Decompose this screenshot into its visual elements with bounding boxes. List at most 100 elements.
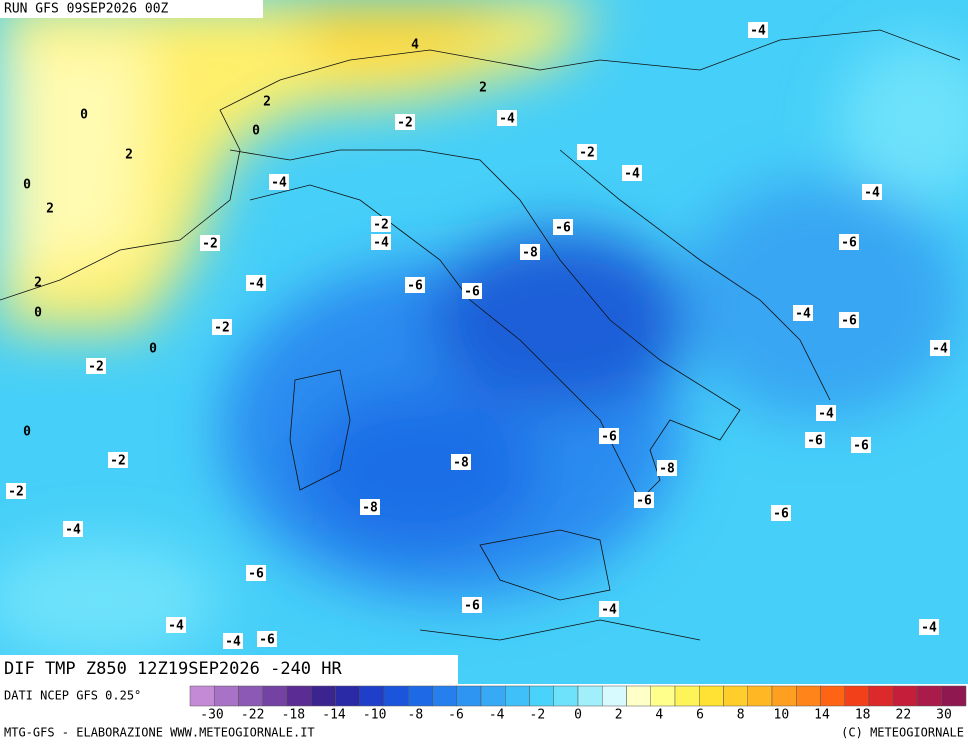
colorbar-tick-label: 0: [574, 708, 582, 723]
label-text: -2: [397, 116, 413, 131]
label-box: [839, 234, 859, 250]
label-box: [269, 174, 289, 190]
label-text: -6: [853, 439, 869, 454]
contour-label: 2: [46, 202, 54, 217]
colorbar-swatch: [408, 685, 433, 707]
label-text: -6: [841, 236, 857, 251]
label-box: [622, 165, 642, 181]
label-text: -8: [522, 246, 538, 261]
colorbar-swatch: [699, 685, 724, 707]
label-box: [462, 597, 482, 613]
label-box: [771, 505, 791, 521]
label-text: -4: [225, 635, 241, 650]
label-box: [257, 631, 277, 647]
label-text: -4: [932, 342, 948, 357]
colorbar-swatch: [214, 685, 239, 707]
colorbar-tick-label: 14: [814, 708, 830, 723]
label-box: [748, 22, 768, 38]
label-text: -4: [499, 112, 515, 127]
colorbar-tick-label: 4: [655, 708, 663, 723]
label-text: -4: [795, 307, 811, 322]
colorbar: -30 -22 -18 -14 -10 -8 -6 -4 -2 0 2 4 6 8 10 14 18 22 30: [189, 685, 967, 723]
label-box: [839, 312, 859, 328]
label-text: 0: [23, 425, 31, 440]
colorbar-swatch: [893, 685, 918, 707]
contour-label: -4: [269, 174, 289, 191]
contour-label: -4: [497, 110, 517, 127]
contour-label: -2: [86, 358, 106, 375]
label-box: [371, 234, 391, 250]
label-box: [497, 110, 517, 126]
label-text: -4: [750, 24, 766, 39]
colorbar-tick-label: 6: [696, 708, 704, 723]
contour-label: -4: [748, 22, 768, 39]
contour-label: -2: [212, 319, 232, 336]
label-box: [200, 235, 220, 251]
label-text: -6: [841, 314, 857, 329]
contour-label: -8: [451, 454, 471, 471]
contour-label: -4: [793, 305, 813, 322]
colorbar-tick-label: -2: [530, 708, 546, 723]
colorbar-swatch: [723, 685, 748, 707]
label-box: [599, 428, 619, 444]
contour-label: -6: [771, 505, 791, 522]
label-box: [520, 244, 540, 260]
label-box: [166, 617, 186, 633]
label-text: -2: [579, 146, 595, 161]
contour-label: -6: [634, 492, 654, 509]
colorbar-swatch: [189, 685, 215, 707]
colorbar-tick-label: -4: [489, 708, 505, 723]
contour-label: 2: [479, 81, 487, 96]
colorbar-swatch: [674, 685, 700, 707]
colorbar-tick-label: -18: [282, 708, 305, 723]
run-title: RUN GFS 09SEP2026 00Z: [4, 2, 169, 17]
label-box: [246, 565, 266, 581]
contour-label: -4: [816, 405, 836, 422]
contour-label: -6: [805, 432, 825, 449]
contour-label: 2: [125, 148, 133, 163]
colorbar-swatch: [917, 685, 942, 707]
label-text: -6: [248, 567, 264, 582]
label-box: [360, 499, 380, 515]
label-text: 0: [80, 108, 88, 123]
contour-label: -6: [553, 219, 573, 236]
label-text: -2: [202, 237, 218, 252]
source: DATI NCEP GFS 0.25°: [4, 689, 141, 703]
contour-label: -6: [599, 428, 619, 445]
colorbar-swatch: [602, 685, 627, 707]
contour-label: -4: [166, 617, 186, 634]
label-box: [816, 405, 836, 421]
label-text: 0: [252, 124, 260, 139]
colorbar-swatch: [359, 685, 385, 707]
contour-label: -4: [63, 521, 83, 538]
field: [0, 0, 968, 684]
field-title: DIF TMP Z850 12Z19SEP2026 -240 HR: [4, 659, 343, 679]
label-text: 2: [46, 202, 54, 217]
colorbar-tick-label: 8: [737, 708, 745, 723]
label-text: -6: [259, 633, 275, 648]
contour-label: -4: [246, 275, 266, 292]
label-text: -2: [8, 485, 24, 500]
label-box: [919, 619, 939, 635]
colorbar-swatch: [505, 685, 530, 707]
colorbar-swatch: [796, 685, 821, 707]
footer-right: (C) METEOGIORNALE: [841, 726, 964, 740]
contour-label: 0: [80, 108, 88, 123]
contour-label: 0: [23, 178, 31, 193]
contour-label: -4: [919, 619, 939, 636]
label-text: -2: [110, 454, 126, 469]
label-text: -4: [864, 186, 880, 201]
label-text: -6: [464, 599, 480, 614]
colorbar-tick-label: 10: [774, 708, 790, 723]
label-text: -4: [65, 523, 81, 538]
label-box: [599, 601, 619, 617]
label-text: -4: [271, 176, 287, 191]
label-text: -6: [636, 494, 652, 509]
label-box: [862, 184, 882, 200]
contour-label: -8: [520, 244, 540, 261]
label-text: -4: [601, 603, 617, 618]
contour-label: -6: [462, 283, 482, 300]
colorbar-tick-label: 22: [896, 708, 912, 723]
colorbar-tick-label: -10: [363, 708, 386, 723]
label-box: [223, 633, 243, 649]
